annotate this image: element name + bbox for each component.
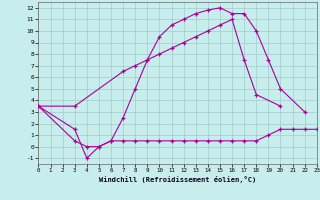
- X-axis label: Windchill (Refroidissement éolien,°C): Windchill (Refroidissement éolien,°C): [99, 176, 256, 183]
